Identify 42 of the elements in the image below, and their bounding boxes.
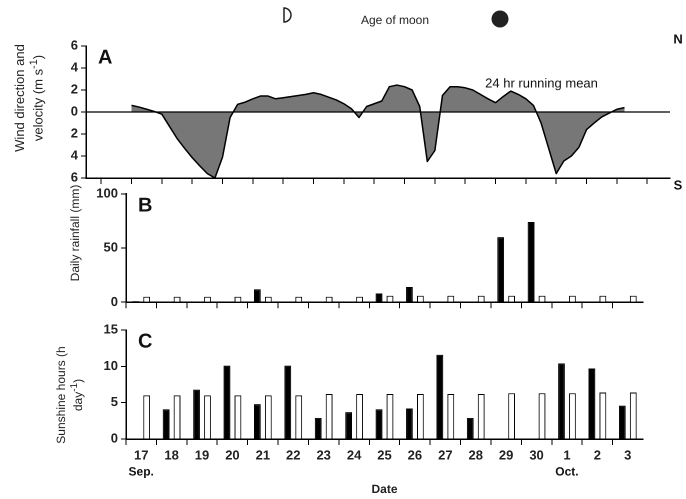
y-axis-title: Daily rainfall (mm) — [68, 184, 83, 282]
x-tick-label: 2 — [594, 447, 601, 462]
y-tick-label: 10 — [104, 358, 118, 373]
x-tick-label: 18 — [164, 447, 179, 462]
x-tick-label: 21 — [256, 447, 270, 462]
x-tick-label: 28 — [468, 447, 483, 462]
y-tick-label: 6 — [70, 170, 78, 185]
text: S — [674, 178, 683, 193]
x-tick-label: 30 — [529, 447, 544, 462]
x-tick-label: 25 — [377, 447, 392, 462]
text: Sep. — [128, 464, 154, 478]
annotation: A — [98, 46, 112, 69]
x-tick-label: 22 — [286, 447, 300, 462]
y-tick-label: 2 — [70, 82, 78, 97]
x-axis-title: Date — [371, 482, 398, 496]
y-tick-label: 100 — [96, 185, 118, 200]
y-tick-label: 15 — [104, 322, 118, 337]
x-tick-label: 29 — [498, 447, 514, 462]
y-tick-label: 2 — [70, 126, 78, 141]
x-tick-label: 19 — [194, 447, 210, 462]
y-tick-label: 4 — [70, 148, 79, 163]
text: N — [673, 32, 683, 47]
y-tick-label: 0 — [70, 104, 78, 119]
x-tick-label: 23 — [316, 447, 331, 462]
text: Oct. — [555, 464, 579, 478]
x-tick-label: 27 — [438, 447, 453, 462]
y-tick-label: 50 — [104, 240, 118, 255]
y-tick-label: 0 — [110, 430, 118, 446]
x-tick-label: 20 — [225, 447, 240, 462]
y-tick-label: 6 — [70, 38, 78, 53]
x-tick-label: 17 — [134, 447, 148, 462]
x-tick-label: 3 — [624, 447, 632, 462]
chart-title: Age of moon — [360, 13, 430, 27]
annotation: B — [138, 194, 152, 216]
y-tick-label: 4 — [70, 60, 79, 75]
annotation: C — [138, 330, 152, 353]
x-tick-label: 26 — [408, 447, 422, 462]
annotation: 24 hr running mean — [485, 76, 598, 91]
y-tick-label: 0 — [110, 294, 118, 309]
x-tick-label: 24 — [346, 447, 362, 462]
x-tick-label: 1 — [563, 447, 571, 462]
y-tick-label: 5 — [110, 394, 118, 410]
